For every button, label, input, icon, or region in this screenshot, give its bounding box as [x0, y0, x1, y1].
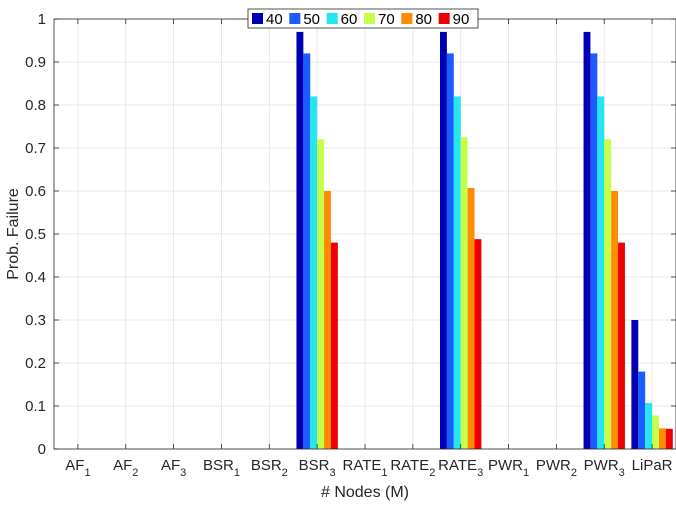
x-tick-label-base-8: RATE	[438, 457, 477, 474]
y-tick-label-8: 0.8	[25, 97, 46, 114]
legend: 40 50 60 70 80 90	[247, 8, 479, 29]
x-tick-label-base-5: BSR	[299, 457, 330, 474]
legend-swatch-40	[252, 13, 263, 24]
bar-80-8	[467, 187, 475, 450]
bar-70-12	[652, 415, 659, 449]
x-axis-label: # Nodes (M)	[321, 484, 409, 501]
bar-80-11	[611, 191, 619, 449]
x-tick-label-sub-8: 3	[477, 467, 483, 479]
x-tick-label-sub-11: 3	[619, 467, 625, 479]
bar-60-12	[645, 402, 653, 449]
x-tick-label-2: AF3	[161, 457, 186, 479]
y-tick-label-10: 1	[38, 11, 46, 28]
y-axis-ticks: 0 0.1 0.2 0.3 0.4 0.5 0.6 0.7 0.8 0.9 1	[25, 11, 676, 458]
x-tick-label-sub-3: 1	[234, 467, 240, 479]
x-axis-ticks: AF1 AF2 AF3 BSR1 BSR2 BSR3 RATE1 RATE2 RATE3 PWR1…	[65, 19, 673, 479]
legend-swatch-50	[289, 13, 301, 24]
bar-50-12	[638, 371, 646, 449]
bar-40-5	[296, 31, 304, 450]
x-tick-label-sub-7: 2	[429, 467, 435, 479]
bar-80-12	[658, 428, 666, 449]
x-tick-label-6: RATE1	[342, 457, 387, 479]
y-tick-label-4: 0.4	[25, 269, 46, 286]
bar-50-8	[446, 53, 454, 450]
y-tick-label-2: 0.2	[25, 355, 46, 372]
legend-label-50: 50	[303, 11, 320, 28]
y-axis-label: Prob. Failure	[5, 188, 22, 280]
bar-70-5	[317, 139, 325, 449]
x-tick-label-base-11: PWR	[584, 457, 619, 474]
x-tick-label-3: BSR1	[203, 457, 240, 479]
bars-group	[296, 31, 673, 450]
legend-label-60: 60	[341, 11, 358, 28]
bar-70-8	[460, 137, 468, 449]
x-tick-label-sub-2: 3	[180, 467, 186, 479]
bar-40-12	[631, 320, 639, 449]
x-tick-label-11: PWR3	[584, 457, 625, 479]
legend-swatch-70	[364, 13, 375, 24]
y-tick-label-1: 0.1	[25, 398, 46, 415]
x-tick-label-12: LiPaR	[632, 457, 673, 474]
x-tick-label-base-10: PWR	[536, 457, 571, 474]
x-tick-label-base-7: RATE	[390, 457, 429, 474]
y-tick-label-5: 0.5	[25, 226, 46, 243]
bar-80-5	[324, 191, 331, 449]
x-tick-label-0: AF1	[65, 457, 90, 479]
x-tick-label-1: AF2	[113, 457, 138, 479]
y-tick-label-9: 0.9	[25, 54, 46, 71]
x-tick-label-base-12: LiPaR	[632, 457, 673, 474]
x-tick-label-sub-5: 3	[330, 467, 336, 479]
x-tick-label-base-3: BSR	[203, 457, 234, 474]
x-tick-label-base-2: AF	[161, 457, 180, 474]
legend-label-90: 90	[453, 11, 470, 28]
x-tick-label-base-1: AF	[113, 457, 132, 474]
x-tick-label-7: RATE2	[390, 457, 435, 479]
x-tick-label-sub-1: 2	[132, 467, 138, 479]
legend-swatch-90	[438, 13, 450, 24]
y-tick-label-0: 0	[38, 441, 46, 458]
y-tick-label-7: 0.7	[25, 140, 46, 157]
x-tick-label-5: BSR3	[299, 457, 336, 479]
x-tick-label-sub-9: 1	[523, 467, 529, 479]
x-tick-label-sub-0: 1	[84, 467, 90, 479]
x-tick-label-8: RATE3	[438, 457, 483, 479]
bar-50-5	[303, 53, 311, 450]
x-tick-label-9: PWR1	[488, 457, 529, 479]
y-tick-label-3: 0.3	[25, 312, 46, 329]
x-tick-label-10: PWR2	[536, 457, 577, 479]
bar-90-12	[665, 428, 673, 449]
legend-label-40: 40	[266, 11, 283, 28]
x-tick-label-base-6: RATE	[342, 457, 381, 474]
bar-40-11	[583, 31, 591, 450]
bar-60-8	[453, 96, 461, 450]
legend-label-70: 70	[378, 11, 395, 28]
legend-label-80: 80	[415, 11, 432, 28]
bar-90-11	[618, 242, 625, 449]
x-tick-label-base-9: PWR	[488, 457, 523, 474]
bar-90-5	[330, 242, 338, 449]
bar-60-11	[597, 96, 605, 450]
legend-swatch-80	[401, 13, 413, 24]
legend-swatch-60	[326, 13, 338, 24]
x-tick-label-sub-10: 2	[571, 467, 577, 479]
x-tick-label-sub-4: 2	[282, 467, 288, 479]
y-tick-label-6: 0.6	[25, 183, 46, 200]
legend-box	[247, 8, 479, 29]
x-tick-label-base-4: BSR	[251, 457, 282, 474]
bar-90-8	[474, 239, 482, 449]
x-tick-label-4: BSR2	[251, 457, 288, 479]
bar-60-5	[310, 96, 318, 450]
x-tick-label-base-0: AF	[65, 457, 84, 474]
bar-70-11	[604, 139, 612, 449]
bar-50-11	[590, 53, 598, 450]
bar-40-8	[439, 31, 447, 450]
x-tick-label-sub-6: 1	[381, 467, 387, 479]
